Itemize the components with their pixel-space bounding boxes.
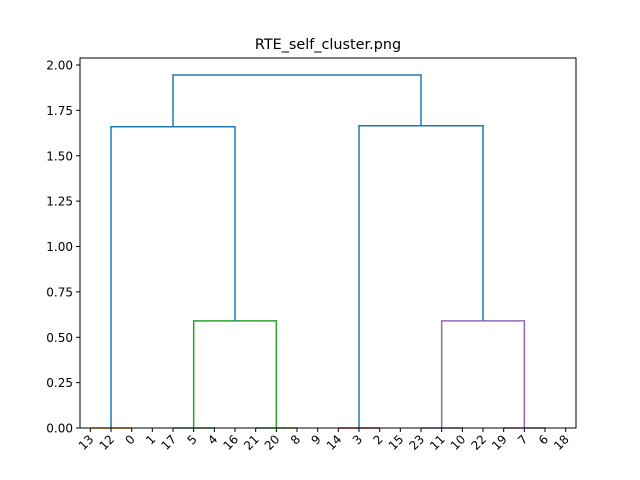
y-axis: 0.00 0.25 0.50 0.75 1.00 1.25 1.50 1.75 2.00 [46,59,80,436]
plot-frame [79,57,577,429]
y-tick-label: 0.50 [46,331,73,345]
y-tick-label: 0.25 [46,376,73,390]
dendrogram-link [172,74,422,127]
y-tick-label: 0.75 [46,285,73,299]
y-tick-label: 1.25 [46,195,73,209]
y-tick-label: 1.00 [46,240,73,254]
y-tick-label: 0.00 [46,422,73,436]
y-tick-label: 1.50 [46,149,73,163]
chart-title: RTE_self_cluster.png [255,37,401,53]
y-tick-label: 1.75 [46,104,73,118]
y-tick-label: 2.00 [46,59,73,73]
